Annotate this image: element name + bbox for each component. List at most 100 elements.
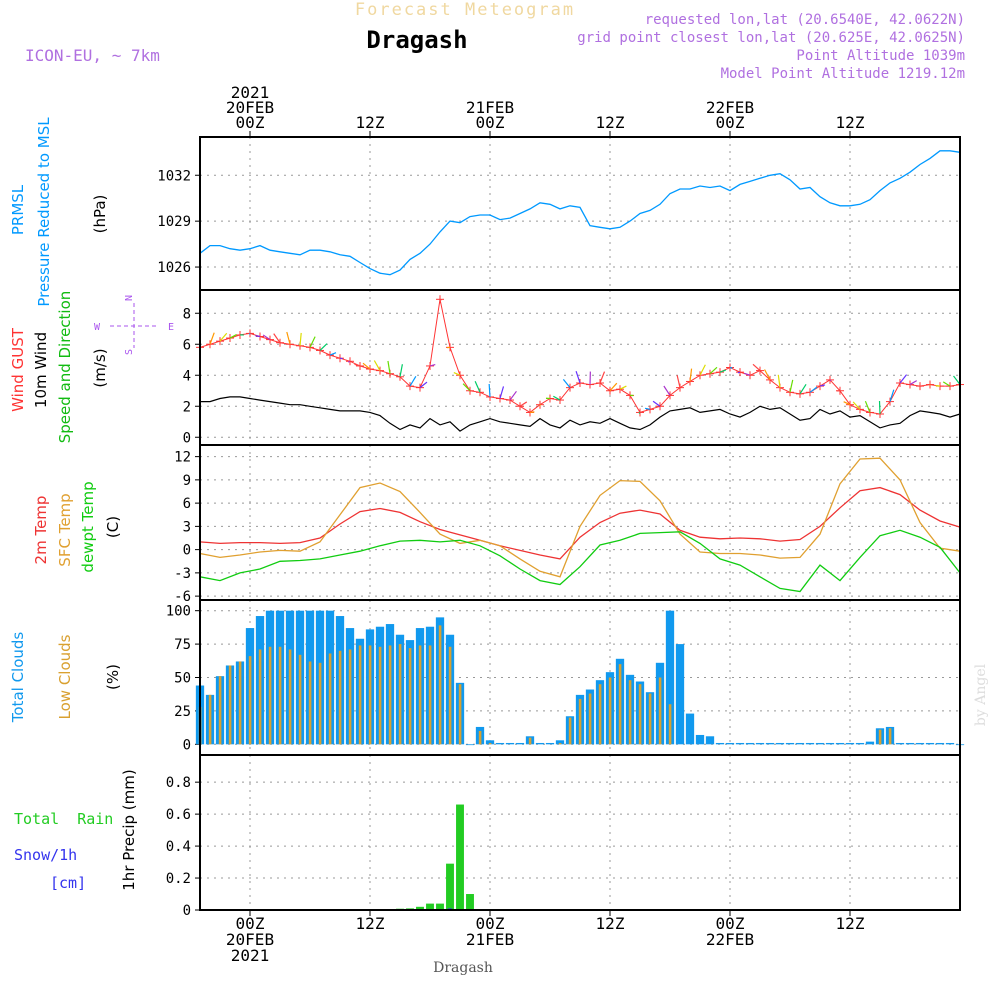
low-cloud-bar <box>578 698 582 745</box>
wind-dir-arrow <box>387 360 391 374</box>
total-cloud-bar <box>465 744 475 746</box>
wind-dir-arrow <box>737 371 741 374</box>
low-cloud-bar <box>268 646 272 745</box>
low-cloud-bar <box>888 728 892 745</box>
wind-dir-arrow <box>362 362 371 370</box>
wind-dir-arrow <box>852 401 861 410</box>
total-cloud-bar <box>785 742 795 745</box>
wind-dir-arrow <box>638 412 641 414</box>
total-cloud-bar <box>825 742 835 745</box>
total-cloud-bar <box>675 644 685 745</box>
t2m-line <box>199 486 961 560</box>
wind-dir-arrow <box>609 382 618 392</box>
wind-dir-arrow <box>299 332 302 346</box>
ytick-label: 6 <box>183 337 191 353</box>
total-cloud-bar <box>495 742 505 745</box>
wind-dir-arrow <box>286 331 291 345</box>
gust-line <box>199 299 961 415</box>
total-cloud-bar <box>865 741 875 745</box>
bottom-time-label: 22FEB <box>706 930 754 949</box>
wind-dir-arrow <box>319 343 328 351</box>
wind-dir-arrow <box>644 407 651 410</box>
total-cloud-bar <box>705 736 715 745</box>
total-rain-label: Total Rain <box>14 810 113 828</box>
ytick-label: 0.2 <box>166 871 191 887</box>
total-cloud-bar <box>515 742 525 745</box>
ytick-label: 0.6 <box>166 807 191 823</box>
low-cloud-bar <box>358 645 362 745</box>
clouds-ylabels: Total Clouds Low Clouds (%) <box>9 632 122 724</box>
ytick-label: 0 <box>183 903 191 919</box>
total-cloud-bar <box>535 742 545 745</box>
low-cloud-bar <box>638 684 642 745</box>
total-cloud-bar <box>795 742 805 745</box>
ytick-label: 2 <box>183 399 191 415</box>
wind-unit: (m/s) <box>91 348 109 387</box>
wind-dir-arrow <box>309 336 316 348</box>
wind-dir-arrow <box>777 374 781 388</box>
pressure-unit: (hPa) <box>91 195 109 234</box>
low-cloud-bar <box>628 680 632 745</box>
clouds-unit: (%) <box>104 664 122 690</box>
total-cloud-bar <box>715 742 725 745</box>
low-cloud-bar <box>258 649 262 745</box>
low-cloud-bar <box>328 653 332 745</box>
ytick-label: 0 <box>183 430 191 446</box>
wind-dir-arrow <box>744 372 751 376</box>
snow-unit: [cm] <box>50 874 86 892</box>
total-clouds-label: Total Clouds <box>9 632 27 724</box>
compass-e: E <box>168 322 174 333</box>
ytick-label: 50 <box>174 671 191 687</box>
low-cloud-bar <box>368 645 372 745</box>
pressure-panel: 1026 1029 1032 <box>157 136 961 291</box>
wind-dir-arrow <box>599 371 606 384</box>
footer-location: Dragash <box>433 960 493 976</box>
low-cloud-bar <box>528 737 532 745</box>
requested-coords: requested lon,lat (20.6540E, 42.0622N) <box>645 12 965 28</box>
wind-speed-dir-label: Speed and Direction <box>56 291 74 444</box>
low-cloud-bar <box>278 646 282 745</box>
wind-dir-arrow <box>663 385 671 396</box>
wind-panel: 0 2 4 6 8 <box>183 289 964 446</box>
total-cloud-bar <box>545 742 555 745</box>
precip-panel: 0 0.2 0.4 0.6 0.8 <box>166 754 961 919</box>
top-time-label: 20FEB <box>226 98 274 117</box>
grid-point-coords: grid point closest lon,lat (20.625E, 42.… <box>577 30 965 46</box>
wind-dir-arrow <box>373 360 381 371</box>
ytick-label: 25 <box>174 704 191 720</box>
panel-frame <box>199 754 961 911</box>
low-cloud-bar <box>398 644 402 745</box>
total-cloud-bar <box>835 742 845 745</box>
low-cloud-bar <box>248 656 252 745</box>
rain-bar <box>446 863 454 910</box>
bottom-time-label: 00Z <box>716 914 745 933</box>
wind-dir-arrow <box>699 364 706 376</box>
wind-dir-arrow <box>419 381 428 389</box>
total-cloud-bar <box>745 742 755 745</box>
low-cloud-bar <box>208 694 212 745</box>
ytick-label: 8 <box>183 306 191 322</box>
sfc-label: SFC Temp <box>56 493 74 566</box>
pressure-reduced-label: Pressure Reduced to MSL <box>35 117 53 307</box>
wind-dir-arrow <box>562 378 571 389</box>
wind-dir-arrow <box>488 383 491 397</box>
wind-dir-arrow <box>262 334 271 341</box>
snow-label: Snow/1h <box>14 846 77 864</box>
low-cloud-bar <box>418 645 422 745</box>
compass-n: N <box>124 295 135 301</box>
ytick-label: 1032 <box>157 168 191 184</box>
temperature-panel: -6 -3 0 3 6 9 12 <box>174 444 961 605</box>
subtitle: Forecast Meteogram <box>355 0 575 20</box>
point-altitude: Point Altitude 1039m <box>796 48 965 64</box>
ytick-label: 9 <box>183 473 191 489</box>
total-cloud-bar <box>765 742 775 745</box>
wind-dir-arrow <box>676 375 681 388</box>
total-cloud-bar <box>855 742 865 745</box>
compass-s: S <box>124 349 135 355</box>
wind-dir-arrow <box>809 386 818 393</box>
total-cloud-bar <box>935 742 945 745</box>
total-cloud-bar <box>915 742 925 745</box>
wind-dir-arrow <box>273 333 281 344</box>
